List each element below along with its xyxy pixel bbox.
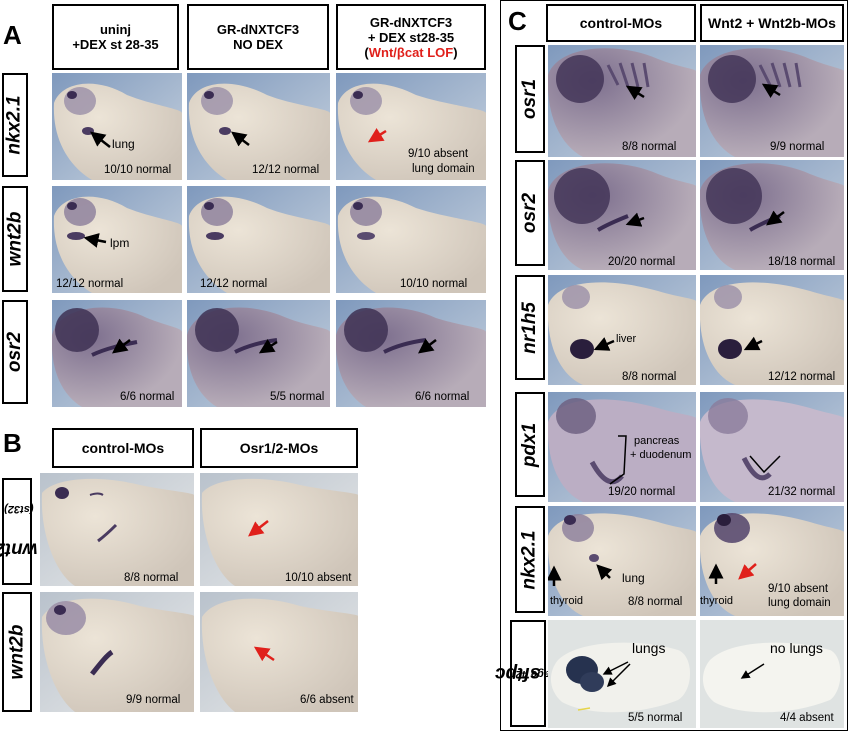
row-label-osr2: osr2 — [515, 160, 545, 266]
caption: 5/5 normal — [628, 712, 683, 724]
caption: 8/8 normal — [622, 371, 677, 383]
caption: 6/6 normal — [120, 391, 175, 403]
gene-name: wnt2 — [0, 537, 38, 559]
row-label-nr1h5: nr1h5 — [515, 275, 545, 380]
annotation-thyroid: thyroid — [700, 595, 734, 607]
annotation-lung: lung — [622, 571, 645, 585]
row-label-wnt2: wnt2 (st32) — [0, 478, 37, 585]
embryo-image — [52, 186, 182, 293]
caption: 12/12 normal — [200, 278, 268, 290]
caption: 6/6 normal — [415, 391, 470, 403]
annotation-lung: lung — [112, 137, 135, 151]
embryo-image — [52, 300, 182, 407]
annotation-lpm: lpm — [110, 236, 130, 250]
header-line: NO DEX — [233, 37, 283, 52]
annotation-no-lungs: no lungs — [770, 640, 823, 656]
embryo-image — [200, 592, 358, 712]
header-line: GR-dNXTCF3 — [369, 14, 453, 30]
row-label-pdx1: pdx1 — [515, 392, 545, 497]
panel-label-c: C — [508, 6, 527, 36]
annotation-thyroid: thyroid — [550, 595, 584, 607]
header-lof-line: (Wnt/βcat LOF) — [364, 44, 458, 60]
caption: 12/12 normal — [768, 371, 836, 383]
panel-c-header-1: control-MOs — [546, 4, 696, 42]
panel-a-header-3: GR-dNXTCF3 + DEX st28-35 (Wnt/βcat LOF) — [336, 4, 486, 70]
embryo-image — [548, 45, 696, 157]
embryo-image — [187, 73, 330, 180]
panel-c-header-2: Wnt2 + Wnt2b-MOs — [700, 4, 844, 42]
header-line: + DEX st28-35 — [367, 29, 455, 45]
panel-a-header-2: GR-dNXTCF3 NO DEX — [187, 4, 329, 70]
panel-b-header-1: control-MOs — [52, 428, 194, 468]
embryo-image — [200, 473, 358, 586]
caption: 5/5 normal — [270, 391, 325, 403]
embryo-image — [548, 620, 696, 728]
caption: lung domain — [768, 597, 831, 609]
caption: 9/9 normal — [770, 141, 825, 153]
header-line: +DEX st 28-35 — [72, 37, 159, 52]
embryo-image — [336, 186, 486, 293]
caption: 21/32 normal — [768, 486, 836, 498]
caption: 8/8 normal — [124, 572, 179, 584]
embryo-image — [187, 186, 330, 293]
embryo-image — [548, 275, 696, 385]
embryo-image — [700, 392, 844, 502]
embryo-image — [336, 73, 486, 180]
caption: 6/6 absent — [300, 694, 354, 706]
annotation-duodenum: + duodenum — [630, 449, 692, 461]
row-label-nkx2.1: nkx2.1 — [2, 73, 28, 177]
embryo-image — [40, 592, 194, 712]
embryo-image — [700, 160, 844, 270]
caption: lung domain — [412, 163, 475, 175]
caption: 8/8 normal — [628, 596, 683, 608]
embryo-image — [40, 473, 194, 586]
embryo-image — [52, 73, 182, 180]
panel-label-b: B — [3, 428, 22, 458]
stage-label: (st32) — [3, 502, 34, 515]
caption: 18/18 normal — [768, 256, 836, 268]
panel-a-header-1: uninj +DEX st 28-35 — [52, 4, 179, 70]
panel-c-frame — [500, 0, 848, 731]
annotation-lungs: lungs — [632, 640, 666, 656]
embryo-image — [548, 392, 696, 502]
lof-label: Wnt/βcat LOF — [368, 44, 454, 60]
caption: 4/4 absent — [780, 712, 834, 724]
caption: 9/10 absent — [768, 583, 829, 595]
row-label-wnt2b: wnt2b — [2, 592, 32, 712]
row-label-osr2: osr2 — [2, 300, 28, 404]
caption: 12/12 normal — [252, 164, 320, 176]
row-label-sftpc: sftpc (stage 42) — [495, 620, 564, 727]
row-label-wnt2b: wnt2b — [2, 186, 28, 292]
caption: 10/10 normal — [104, 164, 172, 176]
caption: 19/20 normal — [608, 486, 676, 498]
embryo-image — [548, 506, 696, 616]
embryo-image — [700, 506, 844, 616]
embryo-image — [700, 275, 844, 385]
panel-b-header-2: Osr1/2-MOs — [200, 428, 358, 468]
annotation-liver: liver — [616, 333, 637, 345]
caption: 10/10 normal — [400, 278, 468, 290]
row-label-nkx2.1: nkx2.1 — [515, 506, 545, 613]
caption: 8/8 normal — [622, 141, 677, 153]
caption: 12/12 normal — [56, 278, 124, 290]
caption: 9/9 normal — [126, 694, 181, 706]
embryo-image — [700, 45, 844, 157]
header-line: GR-dNXTCF3 — [216, 22, 300, 37]
caption: 20/20 normal — [608, 256, 676, 268]
embryo-image — [548, 160, 696, 270]
embryo-image — [187, 300, 330, 407]
row-label-osr1: osr1 — [515, 45, 545, 153]
panel-label-a: A — [3, 20, 22, 50]
annotation-pancreas: pancreas — [634, 435, 680, 447]
caption: 10/10 absent — [285, 572, 352, 584]
header-line: uninj — [99, 22, 132, 37]
caption: 9/10 absent — [408, 148, 469, 160]
embryo-image — [700, 620, 844, 728]
embryo-image — [336, 300, 486, 407]
